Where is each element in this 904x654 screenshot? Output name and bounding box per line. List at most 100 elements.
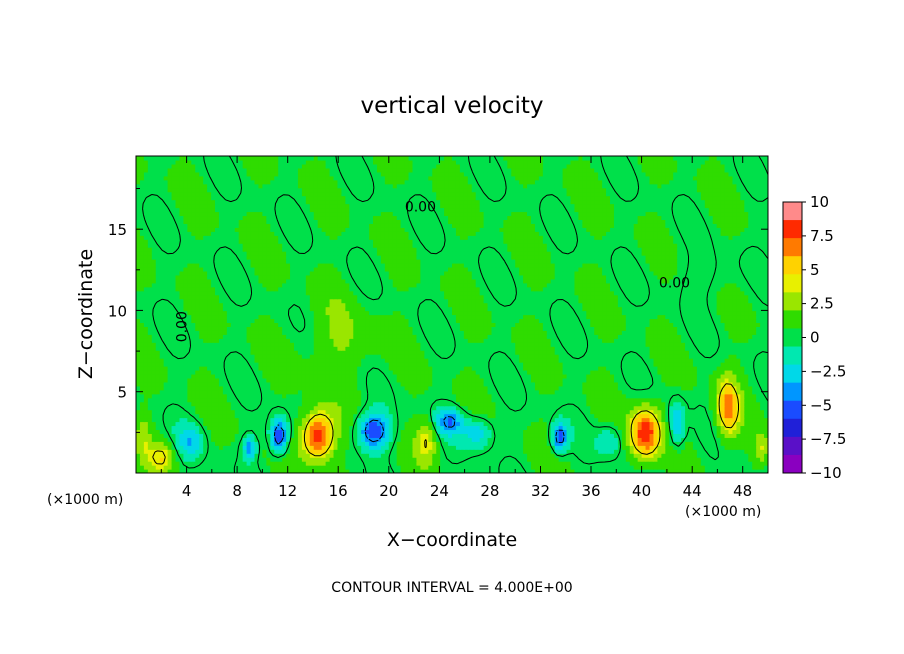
heatmap-cell [475, 469, 481, 473]
heatmap-cell [337, 449, 342, 454]
heatmap-cell [613, 350, 619, 355]
heatmap-cell [503, 421, 508, 427]
heatmap-cell [400, 350, 406, 355]
heatmap-cell [487, 441, 493, 446]
heatmap-cell [685, 354, 690, 359]
heatmap-cell [637, 358, 643, 363]
heatmap-cell [728, 433, 734, 438]
heatmap-cell [412, 421, 418, 427]
heatmap-cell [511, 465, 516, 470]
heatmap-cell [143, 366, 149, 371]
heatmap-cell [653, 381, 658, 387]
heatmap-cell [645, 393, 651, 399]
heatmap-cell [250, 350, 256, 355]
heatmap-cell [282, 425, 287, 431]
heatmap-cell [598, 373, 603, 379]
heatmap-cell [211, 346, 216, 351]
heatmap-cell [242, 417, 248, 423]
heatmap-cell [617, 393, 623, 399]
heatmap-cell [681, 413, 686, 419]
heatmap-cell [554, 389, 560, 395]
heatmap-cell [696, 421, 702, 427]
heatmap-cell [645, 401, 651, 407]
heatmap-cell [341, 393, 346, 399]
heatmap-cell [408, 381, 414, 387]
heatmap-cell [325, 429, 331, 434]
heatmap-cell [696, 369, 702, 375]
heatmap-cell [215, 350, 220, 355]
heatmap-cell [337, 366, 342, 371]
heatmap-cell [507, 401, 512, 407]
heatmap-cell [720, 405, 726, 411]
heatmap-cell [305, 413, 311, 419]
heatmap-cell [495, 449, 500, 454]
heatmap-cell [673, 350, 678, 355]
heatmap-cell [736, 393, 741, 399]
heatmap-cell [617, 437, 623, 442]
heatmap-cell [594, 354, 599, 359]
heatmap-cell [696, 389, 702, 395]
heatmap-cell [136, 362, 141, 367]
heatmap-cell [629, 413, 635, 419]
heatmap-cell [554, 445, 560, 450]
heatmap-cell [234, 409, 240, 415]
heatmap-cell [274, 421, 279, 427]
heatmap-cell [677, 433, 682, 438]
heatmap-cell [278, 465, 283, 470]
heatmap-cell [629, 401, 635, 407]
heatmap-cell [448, 389, 453, 395]
heatmap-cell [159, 441, 165, 446]
heatmap-cell [621, 381, 627, 387]
heatmap-cell [467, 421, 473, 427]
heatmap-cell [203, 366, 208, 371]
heatmap-cell [179, 445, 184, 450]
chart-title: vertical velocity [361, 93, 544, 119]
heatmap-cell [313, 409, 319, 415]
heatmap-cell [270, 465, 275, 470]
heatmap-cell [365, 449, 370, 454]
heatmap-cell [673, 437, 678, 442]
heatmap-cell [183, 362, 188, 367]
heatmap-cell [294, 381, 299, 387]
heatmap-cell [523, 437, 528, 442]
heatmap-cell [309, 381, 315, 387]
heatmap-cell [566, 425, 572, 431]
heatmap-cell [542, 429, 548, 434]
heatmap-cell [357, 405, 362, 411]
heatmap-cell [542, 433, 548, 438]
heatmap-cell [329, 417, 335, 423]
heatmap-cell [246, 358, 252, 363]
heatmap-cell [400, 433, 406, 438]
heatmap-cell [349, 449, 354, 454]
heatmap-cell [163, 385, 169, 391]
heatmap-cell [199, 405, 204, 411]
heatmap-cell [455, 421, 461, 427]
heatmap-cell [380, 366, 386, 371]
heatmap-cell [175, 421, 181, 427]
heatmap-cell [752, 350, 757, 355]
heatmap-cell [424, 369, 429, 375]
heatmap-cell [325, 397, 331, 403]
heatmap-cell [582, 469, 587, 473]
heatmap-cell [621, 465, 627, 470]
heatmap-cell [341, 449, 346, 454]
heatmap-cell [716, 354, 722, 359]
heatmap-cell [629, 465, 635, 470]
heatmap-cell [242, 421, 248, 427]
heatmap-cell [760, 469, 765, 473]
heatmap-cell [764, 465, 768, 470]
heatmap-cell [436, 366, 441, 371]
heatmap-cell [483, 389, 489, 395]
heatmap-cell [685, 362, 690, 367]
heatmap-cell [183, 350, 188, 355]
heatmap-cell [681, 362, 686, 367]
heatmap-cell [183, 389, 188, 395]
heatmap-cell [681, 453, 686, 458]
heatmap-cell [554, 425, 560, 431]
heatmap-cell [404, 401, 410, 407]
heatmap-cell [562, 437, 568, 442]
heatmap-cell [305, 405, 311, 411]
heatmap-cell [175, 389, 181, 395]
heatmap-cell [641, 465, 647, 470]
heatmap-cell [527, 369, 532, 375]
